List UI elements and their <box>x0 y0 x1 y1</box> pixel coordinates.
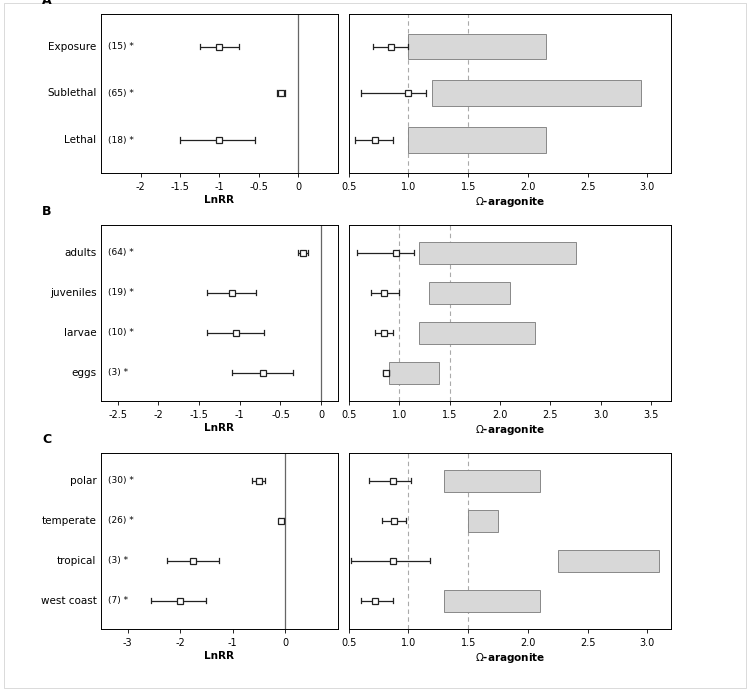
Text: B: B <box>42 205 52 218</box>
Text: (3) *: (3) * <box>108 556 128 565</box>
Text: tropical: tropical <box>57 556 97 566</box>
Text: (7) *: (7) * <box>108 596 128 605</box>
X-axis label: LnRR: LnRR <box>204 423 234 433</box>
Text: adults: adults <box>64 247 97 258</box>
X-axis label: $\Omega$-aragonite: $\Omega$-aragonite <box>475 651 545 665</box>
X-axis label: $\Omega$-aragonite: $\Omega$-aragonite <box>475 195 545 209</box>
Text: juveniles: juveniles <box>50 287 97 298</box>
Text: (19) *: (19) * <box>108 288 134 297</box>
Text: (64) *: (64) * <box>108 248 134 257</box>
Bar <box>432 80 641 106</box>
Bar <box>444 589 540 612</box>
Bar <box>419 322 536 343</box>
Bar <box>419 242 575 264</box>
Text: (30) *: (30) * <box>108 476 134 485</box>
Bar <box>468 510 498 531</box>
Bar <box>429 282 510 303</box>
Text: larvae: larvae <box>64 328 97 338</box>
Text: Lethal: Lethal <box>64 135 97 145</box>
Text: polar: polar <box>70 475 97 486</box>
Text: Exposure: Exposure <box>48 41 97 52</box>
Bar <box>389 361 439 384</box>
Bar <box>444 470 540 492</box>
Text: Sublethal: Sublethal <box>47 88 97 98</box>
Text: eggs: eggs <box>71 368 97 378</box>
Text: (3) *: (3) * <box>108 368 128 377</box>
Bar <box>558 550 659 571</box>
Text: (26) *: (26) * <box>108 516 134 525</box>
Text: (65) *: (65) * <box>108 88 134 98</box>
X-axis label: LnRR: LnRR <box>204 195 234 205</box>
Text: (15) *: (15) * <box>108 42 134 51</box>
Text: C: C <box>42 433 51 446</box>
Text: west coast: west coast <box>40 596 97 606</box>
Text: temperate: temperate <box>42 515 97 526</box>
Text: (10) *: (10) * <box>108 328 134 337</box>
X-axis label: LnRR: LnRR <box>204 651 234 661</box>
Text: (18) *: (18) * <box>108 135 134 144</box>
Bar <box>409 127 546 153</box>
Bar <box>409 34 546 59</box>
X-axis label: $\Omega$-aragonite: $\Omega$-aragonite <box>475 423 545 437</box>
Text: A: A <box>42 0 52 8</box>
